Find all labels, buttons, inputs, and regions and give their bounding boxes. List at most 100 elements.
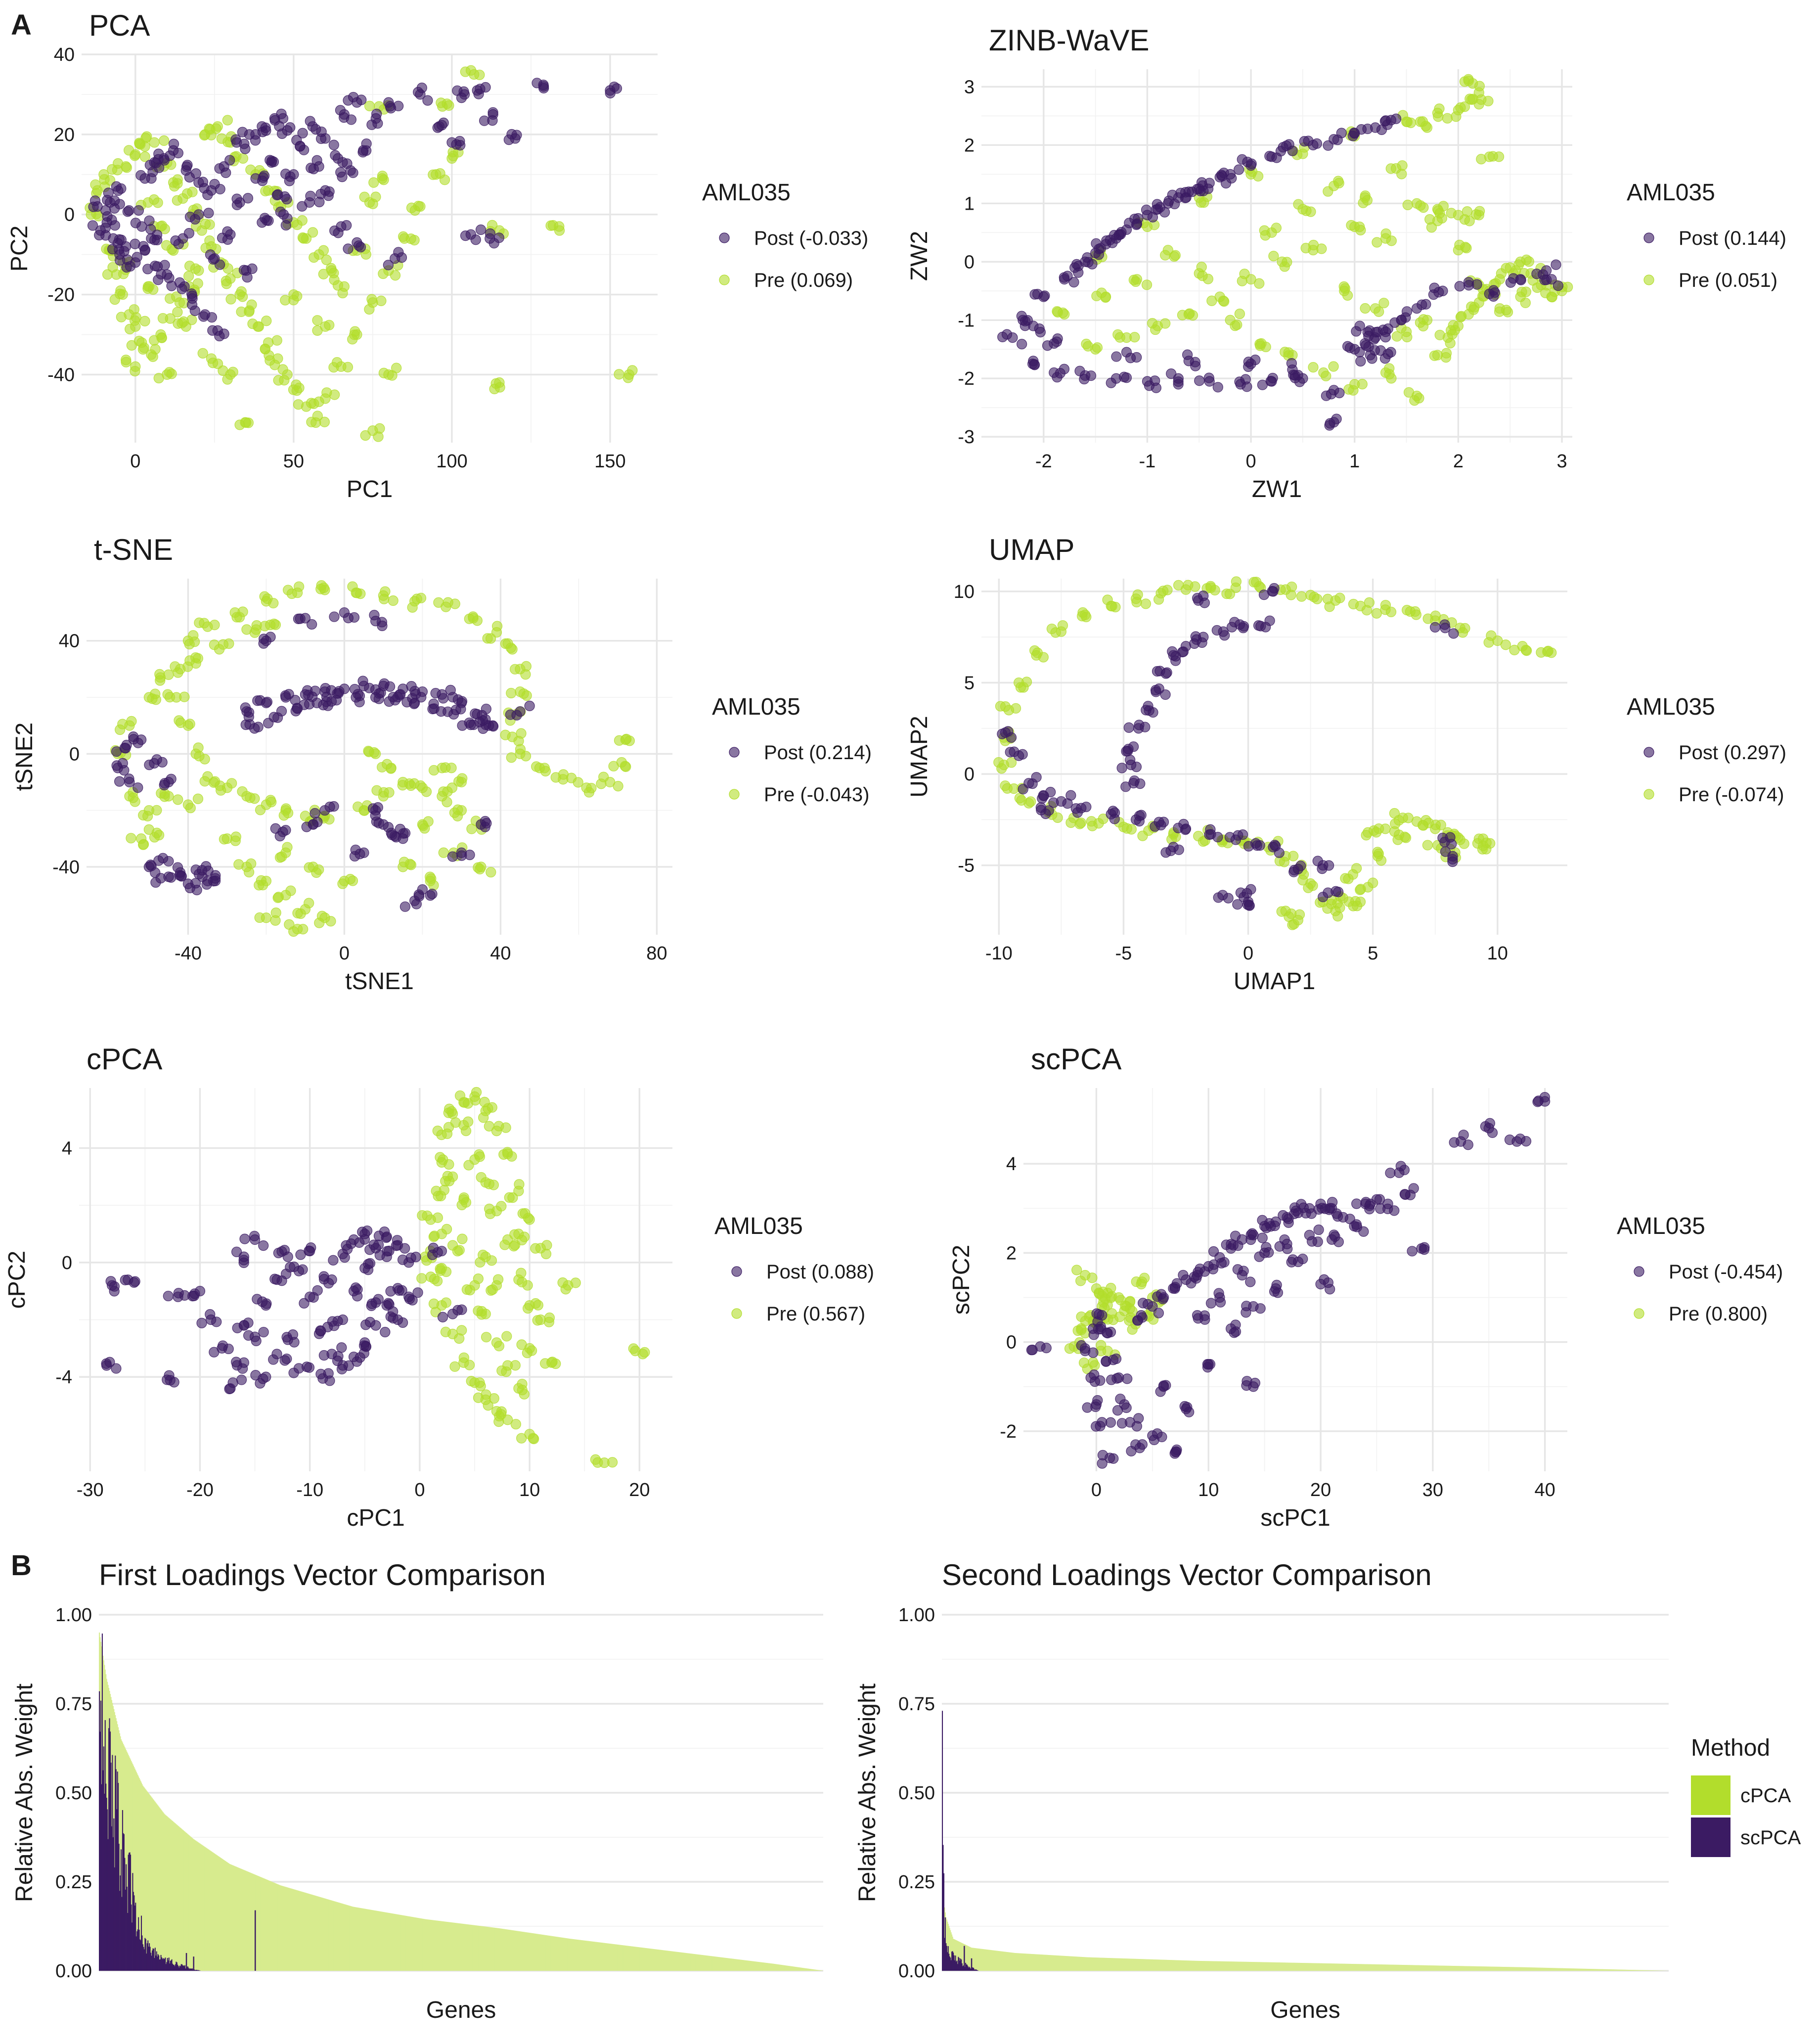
point-post xyxy=(1365,1198,1376,1209)
point-pre xyxy=(460,66,471,77)
point-post xyxy=(1037,793,1048,804)
point-post xyxy=(1428,289,1439,300)
point-post xyxy=(1129,214,1140,225)
point-post xyxy=(258,1240,269,1251)
point-post xyxy=(100,230,111,241)
point-post xyxy=(276,128,288,139)
point-pre xyxy=(1396,169,1407,180)
point-post xyxy=(133,737,143,748)
point-post xyxy=(1068,276,1079,288)
point-pre xyxy=(463,1116,474,1127)
x-tick-label: 0 xyxy=(1243,943,1253,964)
point-post xyxy=(532,78,542,89)
x-tick-label: 30 xyxy=(1422,1480,1443,1500)
point-post xyxy=(1219,1257,1230,1268)
point-pre xyxy=(442,797,452,808)
point-pre xyxy=(1351,863,1362,874)
point-pre xyxy=(486,1255,497,1266)
point-post xyxy=(359,1234,370,1245)
point-post xyxy=(328,139,339,150)
point-post xyxy=(280,168,291,180)
point-pre xyxy=(318,582,329,593)
point-pre xyxy=(172,307,183,318)
point-pre xyxy=(309,252,319,263)
point-post xyxy=(196,1317,207,1328)
point-pre xyxy=(353,801,363,812)
point-post xyxy=(1153,1308,1164,1318)
point-pre xyxy=(312,325,323,336)
point-post xyxy=(186,288,197,299)
x-tick-label: 10 xyxy=(519,1480,540,1500)
point-post xyxy=(1045,787,1056,798)
point-pre xyxy=(1361,830,1372,841)
point-pre xyxy=(186,315,197,325)
point-pre xyxy=(243,866,255,878)
point-post xyxy=(329,611,340,622)
point-pre xyxy=(520,751,532,762)
point-post xyxy=(456,850,467,861)
point-pre xyxy=(1470,209,1482,220)
point-post xyxy=(392,691,403,702)
point-post xyxy=(1385,115,1397,126)
x-tick-label: 0 xyxy=(130,451,140,472)
point-post xyxy=(997,331,1008,342)
point-post xyxy=(211,1317,222,1327)
point-pre xyxy=(530,1243,541,1254)
point-pre xyxy=(421,786,432,797)
point-post xyxy=(168,138,179,149)
point-pre xyxy=(304,862,314,873)
point-pre xyxy=(1378,298,1389,309)
point-pre xyxy=(428,765,440,776)
point-pre xyxy=(1052,307,1063,318)
legend-label: Post (0.214) xyxy=(764,742,872,764)
point-pre xyxy=(1293,199,1304,210)
point-pre xyxy=(99,174,110,185)
legend-key-post xyxy=(1643,747,1654,758)
point-pre xyxy=(347,334,358,345)
point-post xyxy=(348,167,358,179)
point-pre xyxy=(297,232,309,243)
x-tick-label: 40 xyxy=(1534,1480,1555,1500)
point-post xyxy=(310,685,321,696)
point-pre xyxy=(126,340,137,351)
point-post xyxy=(1224,832,1235,843)
point-pre xyxy=(540,1248,552,1260)
point-post xyxy=(1355,356,1366,367)
point-pre xyxy=(376,295,387,306)
point-post xyxy=(354,690,365,701)
point-pre xyxy=(282,808,294,818)
point-post xyxy=(236,1374,247,1385)
point-post xyxy=(1234,376,1245,387)
point-post xyxy=(209,179,220,189)
point-post xyxy=(239,1233,250,1244)
point-post xyxy=(333,227,344,238)
point-pre xyxy=(1422,840,1433,851)
legend-title: AML035 xyxy=(712,694,800,720)
point-post xyxy=(1380,332,1391,343)
point-post xyxy=(242,272,253,283)
point-pre xyxy=(373,431,384,442)
point-post xyxy=(1152,1291,1163,1302)
point-post xyxy=(1250,354,1261,365)
point-pre xyxy=(450,1117,461,1128)
point-post xyxy=(397,1317,408,1328)
point-post xyxy=(307,619,317,630)
point-pre xyxy=(1343,896,1354,907)
point-pre xyxy=(1332,898,1343,909)
point-pre xyxy=(1355,225,1366,235)
point-post xyxy=(475,224,487,235)
point-post xyxy=(1093,249,1104,260)
point-post xyxy=(1082,252,1093,263)
point-pre xyxy=(613,781,623,792)
point-post xyxy=(373,693,384,704)
point-post xyxy=(412,1287,423,1298)
point-post xyxy=(427,1249,438,1260)
point-post xyxy=(209,1347,220,1358)
point-pre xyxy=(1251,577,1262,588)
point-pre xyxy=(491,621,503,632)
point-post xyxy=(1097,1450,1109,1460)
point-pre xyxy=(442,98,452,109)
point-pre xyxy=(501,1331,512,1342)
legend-label: Post (0.088) xyxy=(766,1261,874,1283)
